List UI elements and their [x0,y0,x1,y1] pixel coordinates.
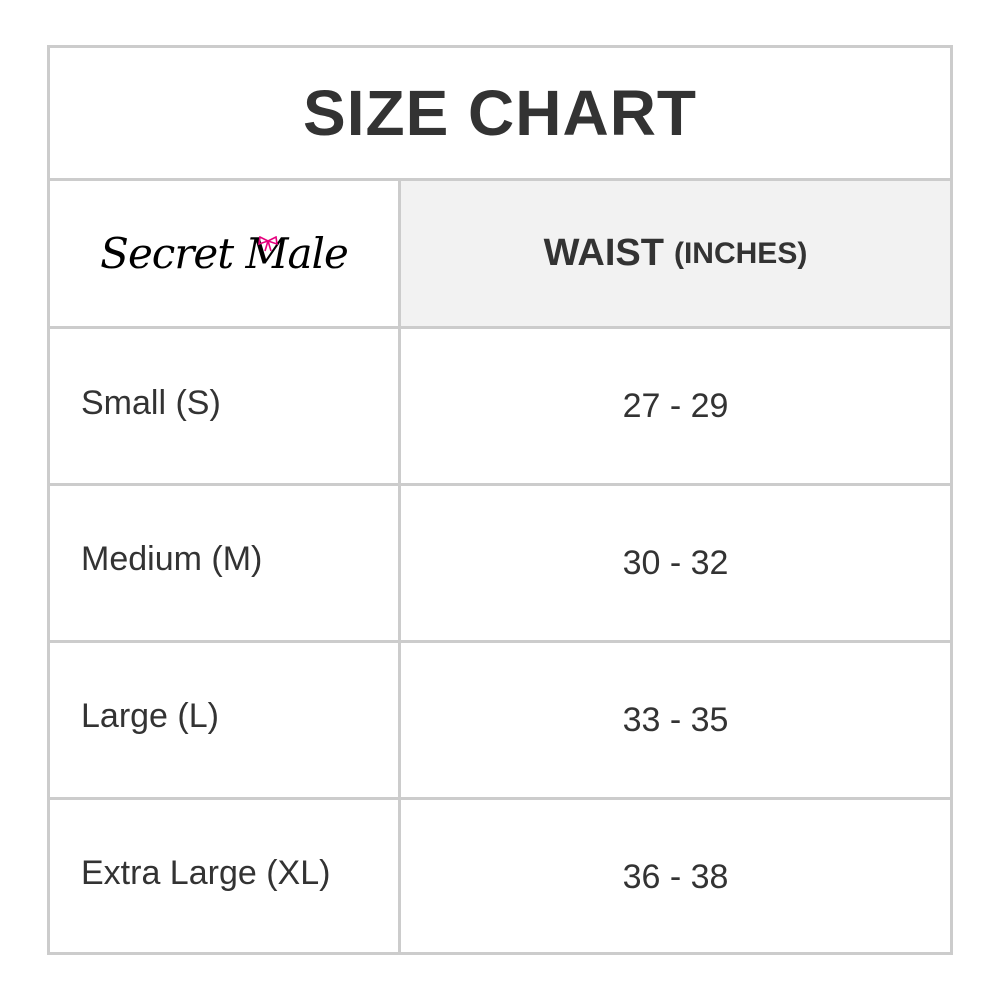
size-label: Extra Large (XL) [81,854,331,892]
waist-value: 36 - 38 [622,858,729,896]
waist-value: 27 - 29 [622,387,729,425]
divider [50,326,950,329]
waist-column-header: WAIST (INCHES) [401,181,950,326]
column-divider [398,178,401,952]
brand-logo-text: Secret Male [100,229,349,278]
waist-value: 30 - 32 [622,544,729,582]
bow-icon [258,236,278,252]
waist-label: WAIST [543,232,664,274]
size-label: Large (L) [81,697,219,735]
waist-value: 33 - 35 [622,701,729,739]
size-label: Small (S) [81,384,221,422]
divider [50,178,950,181]
brand-logo: Secret Male [50,181,398,326]
divider [50,797,950,800]
divider [50,640,950,643]
chart-title: SIZE CHART [303,77,697,149]
size-label: Medium (M) [81,540,263,578]
waist-unit: (INCHES) [673,236,808,270]
divider [50,483,950,486]
size-chart-table: SIZE CHART Secret Male WAIST (INCHES) Sm… [47,45,953,955]
